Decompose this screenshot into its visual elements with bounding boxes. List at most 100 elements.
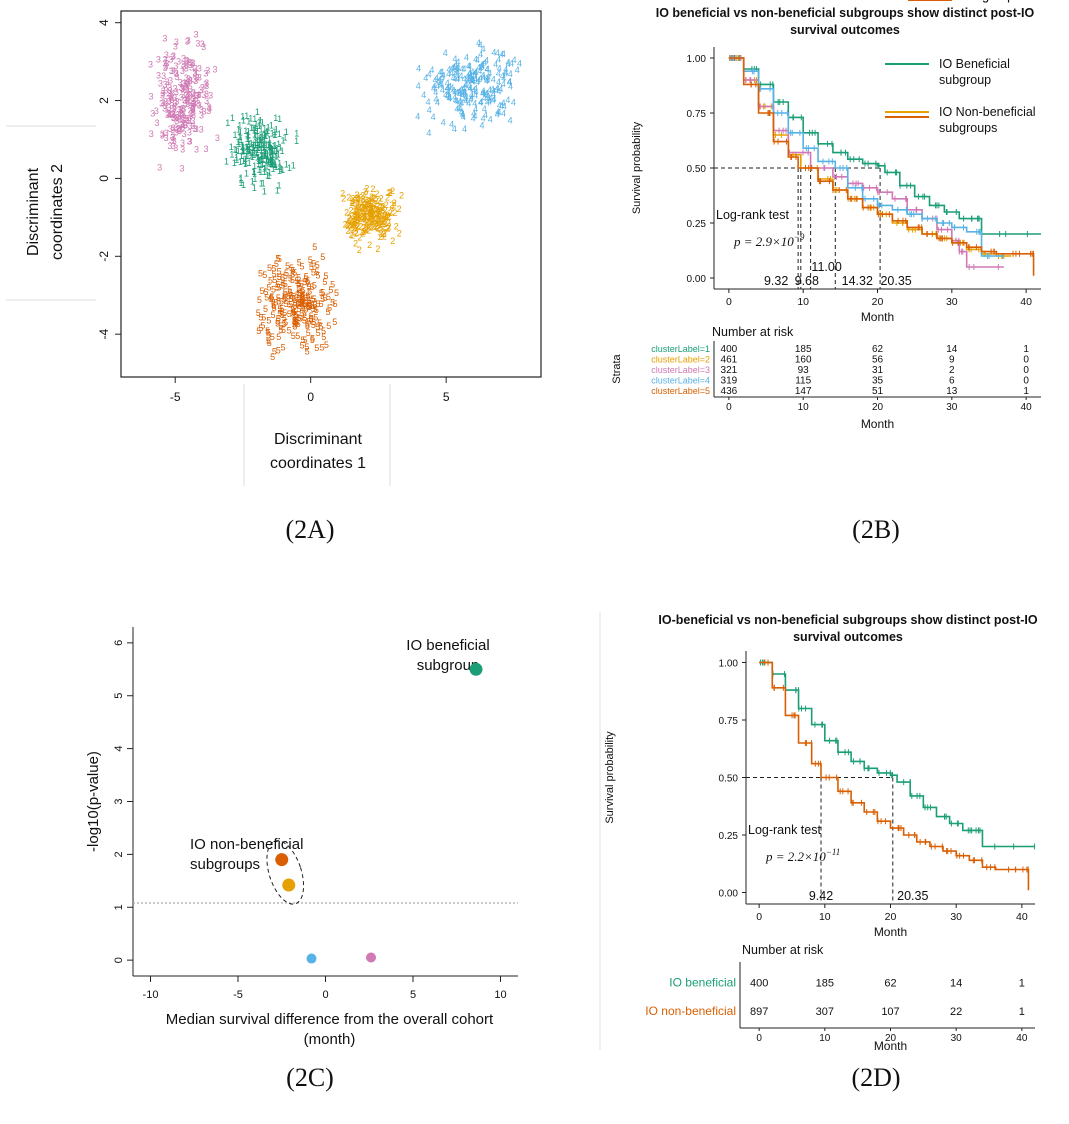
cluster-point: 4 bbox=[475, 77, 480, 87]
cluster-point: 3 bbox=[197, 72, 202, 82]
cluster-point: 5 bbox=[304, 342, 309, 352]
cluster-point: 4 bbox=[502, 101, 507, 111]
cluster-point: 3 bbox=[185, 115, 190, 125]
cluster-point: 4 bbox=[495, 110, 500, 120]
cluster-point: 3 bbox=[194, 91, 199, 101]
cluster-point: 3 bbox=[199, 104, 204, 114]
cluster-point: 4 bbox=[496, 77, 501, 87]
cluster-point: 5 bbox=[324, 271, 329, 281]
chart-2A: -5 0 5 -4 -2 0 2 4 Discriminant coordinates 1 Disc… bbox=[6, 10, 542, 486]
cluster-point: 3 bbox=[178, 109, 183, 119]
cluster-point: 3 bbox=[205, 66, 210, 76]
cluster-point: 4 bbox=[473, 87, 478, 97]
legend-label: subgroup bbox=[962, 0, 1014, 3]
cluster-point: 5 bbox=[292, 315, 297, 325]
cluster-point: 2 bbox=[392, 200, 397, 210]
cluster-point: 4 bbox=[435, 97, 440, 107]
cluster-point: 2 bbox=[368, 203, 373, 213]
cluster-point: 2 bbox=[364, 183, 369, 193]
cluster-point: 3 bbox=[148, 91, 153, 101]
panel-label-2A: (2A) bbox=[285, 515, 334, 544]
cluster-point: 5 bbox=[305, 321, 310, 331]
cluster-point: 2 bbox=[364, 190, 369, 200]
x-tick-label: 20 bbox=[885, 911, 897, 923]
cluster-point: 2 bbox=[354, 193, 359, 203]
cluster-point: 2 bbox=[348, 222, 353, 232]
risk-row-label: IO beneficial bbox=[669, 976, 736, 990]
cluster-point: 5 bbox=[311, 320, 316, 330]
cluster-point: 5 bbox=[285, 261, 290, 271]
cluster-point: 2 bbox=[378, 209, 383, 219]
cluster-point: 3 bbox=[191, 110, 196, 120]
cluster-point: 3 bbox=[204, 81, 209, 91]
cluster-point: 3 bbox=[169, 93, 174, 103]
cluster-point: 4 bbox=[443, 90, 448, 100]
cluster-point: 5 bbox=[270, 352, 275, 362]
cluster-point: 4 bbox=[459, 107, 464, 117]
cluster-point: 2 bbox=[361, 223, 366, 233]
cluster-point: 2 bbox=[388, 187, 393, 197]
cluster-point: 3 bbox=[187, 116, 192, 126]
cluster-point: 1 bbox=[252, 161, 257, 171]
cluster-point: 5 bbox=[305, 276, 310, 286]
cluster-point: 5 bbox=[277, 309, 282, 319]
cluster-point: 4 bbox=[443, 48, 448, 58]
cluster-point: 5 bbox=[289, 263, 294, 273]
cluster-point: 4 bbox=[479, 121, 484, 131]
cluster-point: 3 bbox=[191, 89, 196, 99]
cluster-point: 4 bbox=[487, 85, 492, 95]
risk-row-label: IO non-beneficial bbox=[645, 1004, 736, 1018]
cluster-point: 1 bbox=[262, 151, 267, 161]
cluster-point: 4 bbox=[468, 95, 473, 105]
cluster-point: 5 bbox=[286, 291, 291, 301]
cluster-point: 4 bbox=[463, 79, 468, 89]
cluster-point: 1 bbox=[259, 132, 264, 142]
cluster-point: 1 bbox=[258, 154, 263, 164]
cluster-point: 1 bbox=[265, 126, 270, 136]
cluster-point: 3 bbox=[192, 74, 197, 84]
cluster-point: 4 bbox=[491, 47, 496, 57]
cluster-point: 3 bbox=[179, 82, 184, 92]
cluster-point: 2 bbox=[386, 188, 391, 198]
cluster-point: 5 bbox=[283, 318, 288, 328]
cluster-point: 1 bbox=[244, 111, 249, 121]
cluster-point: 5 bbox=[320, 252, 325, 262]
cluster-point: 5 bbox=[310, 333, 315, 343]
cluster-point: 3 bbox=[156, 55, 161, 65]
cluster-point: 1 bbox=[258, 135, 263, 145]
risk-value: 22 bbox=[950, 1006, 962, 1018]
y-tick-label: 5 bbox=[113, 693, 125, 699]
cluster-point: 4 bbox=[505, 95, 510, 105]
cluster-point: 4 bbox=[467, 69, 472, 79]
cluster-point: 5 bbox=[294, 318, 299, 328]
cluster-point: 3 bbox=[204, 89, 209, 99]
cluster-point: 1 bbox=[266, 155, 271, 165]
cluster-point: 1 bbox=[268, 159, 273, 169]
cluster-point: 5 bbox=[300, 287, 305, 297]
cluster-point: 5 bbox=[303, 304, 308, 314]
cluster-point: 3 bbox=[170, 66, 175, 76]
cluster-point: 4 bbox=[481, 88, 486, 98]
cluster-point: 2 bbox=[361, 197, 366, 207]
point-dark_orange bbox=[275, 853, 289, 867]
cluster-point: 5 bbox=[306, 296, 311, 306]
cluster-point: 5 bbox=[296, 313, 301, 323]
risk-value: 115 bbox=[795, 376, 811, 387]
cluster-point: 3 bbox=[176, 57, 181, 67]
cluster-point: 1 bbox=[239, 135, 244, 145]
cluster-point: 1 bbox=[294, 136, 299, 146]
cluster-point: 4 bbox=[472, 111, 477, 121]
cluster-point: 5 bbox=[272, 346, 277, 356]
cluster-point: 3 bbox=[174, 97, 179, 107]
cluster-point: 5 bbox=[266, 336, 271, 346]
cluster-point: 5 bbox=[289, 300, 294, 310]
cluster-point: 4 bbox=[467, 81, 472, 91]
cluster-point: 1 bbox=[249, 138, 254, 148]
cluster-point: 5 bbox=[288, 273, 293, 283]
cluster-point: 1 bbox=[243, 159, 248, 169]
cluster-point: 2 bbox=[376, 224, 381, 234]
cluster-point: 3 bbox=[173, 123, 178, 133]
cluster-point: 4 bbox=[475, 55, 480, 65]
cluster-point: 5 bbox=[332, 317, 337, 327]
cluster-point: 1 bbox=[245, 131, 250, 141]
